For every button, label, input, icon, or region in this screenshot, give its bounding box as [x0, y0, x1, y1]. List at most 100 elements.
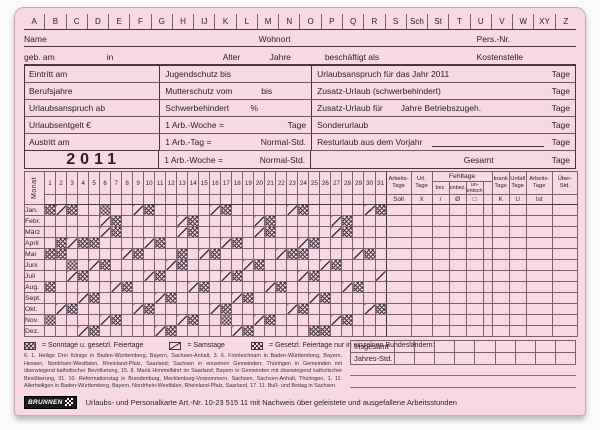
- letter-tab-h: H: [173, 14, 195, 29]
- day-cell-17: [220, 237, 233, 249]
- day-header-6: 6: [99, 171, 112, 195]
- day-cell-17: [220, 248, 233, 260]
- day-cell-31: [374, 303, 387, 315]
- day-cell-20: [253, 325, 266, 337]
- day-header-18: 18: [231, 171, 244, 195]
- day-cell-17: [220, 325, 233, 337]
- letter-tab-o: O: [300, 14, 322, 29]
- day-cell-12: [165, 292, 178, 304]
- symbol-6: K: [491, 194, 510, 205]
- totals-cell: [474, 340, 496, 353]
- summary-cell-7: [508, 248, 527, 260]
- day-header-1: 1: [44, 171, 57, 195]
- summary-cell-1: [410, 292, 433, 304]
- day-cell-28: [341, 303, 354, 315]
- day-cell-27: [330, 226, 343, 238]
- day-cell-19: [242, 226, 255, 238]
- summary-col-header-1: Url. Tage: [410, 171, 433, 195]
- day-cell-17: [220, 281, 233, 293]
- summary-cell-5: [482, 248, 493, 260]
- letter-tab-e: E: [109, 14, 131, 29]
- letter-tab-p: P: [322, 14, 343, 29]
- day-cell-23: [286, 314, 299, 326]
- day-cell-31: [374, 325, 387, 337]
- monat-header: Monat: [23, 171, 46, 205]
- day-cell-7: [110, 281, 123, 293]
- jahre-betriebszugeh-label: Jahre Betriebszugeh.: [400, 103, 482, 113]
- totals-cell: [534, 340, 556, 353]
- day-cell-22: [275, 226, 288, 238]
- month-name: Jan.: [23, 204, 46, 216]
- day-cell-12: [165, 226, 178, 238]
- day-cell-17: [220, 270, 233, 282]
- day-cell-16: [209, 259, 222, 271]
- kostenstelle-label: Kostenstelle: [476, 52, 523, 62]
- day-cell-5: [88, 215, 101, 227]
- day-cell-18: [231, 292, 244, 304]
- month-name: März: [23, 226, 46, 238]
- day-cell-19: [242, 314, 255, 326]
- day-cell-7: [110, 270, 123, 282]
- day-cell-2: [55, 314, 68, 326]
- summary-cell-0: [385, 281, 412, 293]
- info-row-urlaubsanspruch-ab: Urlaubsanspruch ab Schwerbehindert% Zusa…: [25, 100, 575, 117]
- day-cell-26: [319, 248, 332, 260]
- holiday-footnote: 6. 1. Heilige Drei Könige in Baden-Württ…: [24, 353, 342, 390]
- summary-cell-8: [525, 281, 553, 293]
- day-cell-20: [253, 237, 266, 249]
- day-cell-9: [132, 303, 145, 315]
- summary-cell-5: [482, 314, 493, 326]
- summary-cell-9: [551, 314, 579, 326]
- day-cell-10: [143, 314, 156, 326]
- day-cell-21: [264, 325, 277, 337]
- summary-cell-1: [410, 259, 433, 271]
- saturday-legend: = Samstage: [187, 342, 225, 349]
- month-row-nov: Nov.: [23, 314, 579, 326]
- letter-tabs: A B C D E F G H IJ K L M N O P Q R S Sch St T U V W XY Z: [24, 14, 576, 30]
- day-cell-8: [121, 215, 134, 227]
- day-cell-11: [154, 204, 167, 216]
- day-cell-6: [99, 226, 112, 238]
- day-cell-4: [77, 292, 90, 304]
- month-row-sept: Sept.: [23, 292, 579, 304]
- letter-tab-a: A: [24, 14, 46, 29]
- day-cell-16: [209, 303, 222, 315]
- day-cell-5: [88, 237, 101, 249]
- day-cell-29: [352, 248, 365, 260]
- summary-cell-7: [508, 325, 527, 337]
- day-cell-10: [143, 303, 156, 315]
- month-row-juni: Juni: [23, 259, 579, 271]
- day-cell-8: [121, 292, 134, 304]
- day-cell-18: [231, 237, 244, 249]
- day-spacer-12: [165, 194, 178, 205]
- day-cell-23: [286, 226, 299, 238]
- day-cell-14: [187, 259, 200, 271]
- day-cell-26: [319, 215, 332, 227]
- day-cell-13: [176, 259, 189, 271]
- name-row: Name Wohnort Pers.-Nr.: [24, 30, 576, 47]
- summary-cell-1: [410, 204, 433, 216]
- fehltage-sub-header-3: unbez.: [448, 181, 467, 195]
- day-cell-21: [264, 292, 277, 304]
- day-cell-28: [341, 259, 354, 271]
- summary-cell-6: [491, 248, 510, 260]
- day-cell-1: [44, 248, 57, 260]
- tage-unit: Tage: [551, 120, 570, 130]
- brunnen-grid-icon: [64, 398, 73, 407]
- day-cell-12: [165, 325, 178, 337]
- sunday-holiday-legend: = Sonntage u. gesetzl. Feiertage: [42, 342, 144, 349]
- day-cell-23: [286, 248, 299, 260]
- day-cell-5: [88, 248, 101, 260]
- summary-cell-9: [551, 270, 579, 282]
- day-cell-19: [242, 325, 255, 337]
- day-cell-9: [132, 215, 145, 227]
- day-cell-26: [319, 292, 332, 304]
- letter-tab-v: V: [492, 14, 514, 29]
- day-cell-2: [55, 204, 68, 216]
- day-header-5: 5: [88, 171, 101, 195]
- day-cell-3: [66, 237, 79, 249]
- info-table: Eintritt am Jugendschutz bis Urlaubsansp…: [24, 65, 576, 169]
- totals-cell: [414, 352, 436, 365]
- day-cell-2: [55, 237, 68, 249]
- day-cell-28: [341, 226, 354, 238]
